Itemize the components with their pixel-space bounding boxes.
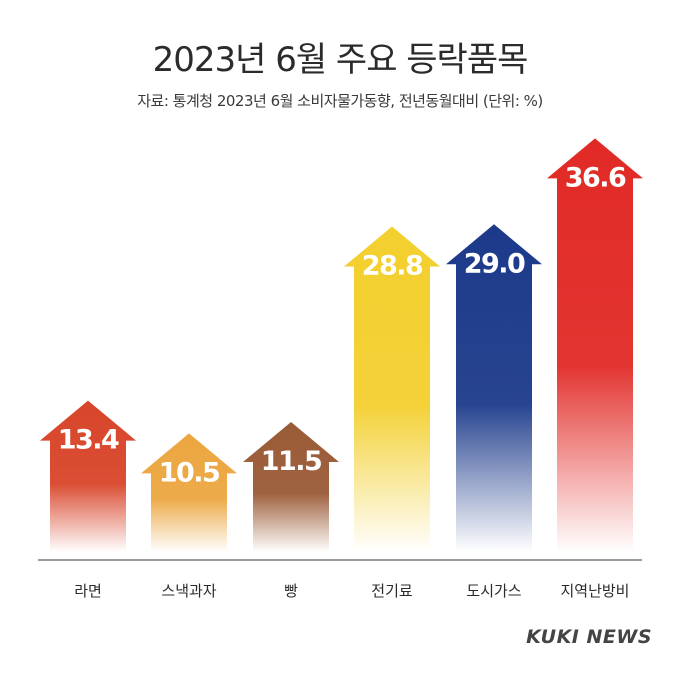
value-label-5: 29.0 — [464, 248, 525, 279]
chart-subtitle: 자료: 통계청 2023년 6월 소비자물가동향, 전년동월대비 (단위: %) — [137, 92, 543, 110]
chart-title: 2023년 6월 주요 등락품목 — [152, 40, 529, 80]
category-label-5: 도시가스 — [466, 582, 521, 600]
arrow-bar-5 — [446, 224, 542, 553]
arrow-bar-2 — [141, 433, 237, 552]
arrow-bar-3 — [243, 422, 339, 552]
value-label-3: 11.5 — [261, 446, 322, 477]
brand-logo: KUKI NEWS — [526, 626, 652, 648]
arrow-bar-6 — [547, 138, 643, 553]
arrow-bar-1 — [40, 400, 136, 552]
value-label-1: 13.4 — [58, 425, 119, 456]
value-label-2: 10.5 — [159, 457, 220, 488]
category-label-1: 라면 — [74, 582, 102, 600]
category-label-4: 전기료 — [371, 582, 413, 600]
value-label-4: 28.8 — [362, 251, 423, 282]
category-label-6: 지역난방비 — [560, 582, 629, 600]
category-label-2: 스낵과자 — [161, 582, 216, 600]
arrow-bar-4 — [344, 226, 440, 552]
category-label-3: 빵 — [284, 582, 298, 600]
value-label-6: 36.6 — [565, 162, 626, 193]
